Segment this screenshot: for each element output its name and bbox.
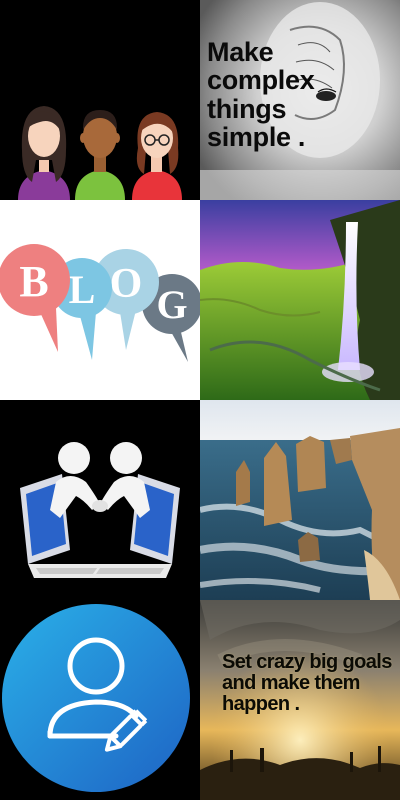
goals-quote: Set crazy big goals and make them happen… xyxy=(222,651,392,715)
blog-tile[interactable]: G O L B xyxy=(0,200,200,400)
blog-bubble-b: B xyxy=(0,244,70,352)
coastal-rocks-photo xyxy=(200,400,400,600)
coast-tile[interactable] xyxy=(200,400,400,600)
brain-sketch-icon xyxy=(200,0,400,200)
waterfall-tile[interactable] xyxy=(200,200,400,400)
waterfall-photo xyxy=(200,200,400,400)
blog-letter-l: L xyxy=(69,267,96,312)
user-edit-tile[interactable] xyxy=(0,600,200,800)
team-avatars-icon xyxy=(18,106,182,200)
blog-letter-o: O xyxy=(110,261,143,307)
complex-simple-quote: Make complex things simple . xyxy=(207,37,315,153)
complex-simple-quote-tile[interactable]: Make complex things simple . xyxy=(200,0,400,200)
blog-letter-g: G xyxy=(156,282,187,327)
user-edit-icon xyxy=(2,604,190,792)
team-avatars-tile[interactable] xyxy=(0,0,200,200)
goals-quote-tile[interactable]: Set crazy big goals and make them happen… xyxy=(200,600,400,800)
handshake-laptops-icon xyxy=(20,442,180,578)
hands-sunrise-photo xyxy=(200,600,400,800)
blog-letter-b: B xyxy=(19,257,48,306)
handshake-tile[interactable] xyxy=(0,400,200,600)
blog-bubbles-icon: G O L B xyxy=(0,232,200,372)
